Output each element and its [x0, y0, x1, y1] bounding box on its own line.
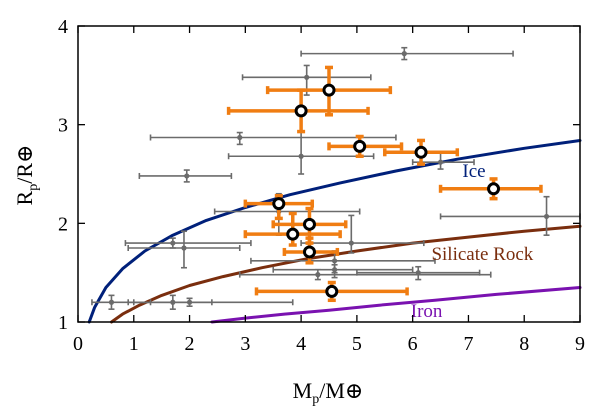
x-label-main: M: [293, 378, 313, 403]
x-axis-label: Mp/M⊕: [293, 378, 364, 407]
gray-data-point: [439, 195, 581, 236]
curve-silicate-rock: [110, 224, 582, 324]
orange-data-point: [383, 138, 460, 166]
x-tick-label: 0: [73, 333, 83, 355]
x-label-tail: /M⊕: [319, 378, 363, 403]
orange-data-point: [265, 65, 393, 117]
x-tick-label: 6: [408, 333, 418, 355]
y-axis-label: Rp/R⊕: [12, 145, 41, 206]
curve-iron: [210, 286, 582, 324]
x-tick-label: 2: [185, 333, 195, 355]
gray-data-point: [238, 268, 492, 281]
orange-data-point: [327, 134, 404, 158]
orange-data-point: [243, 211, 342, 247]
curve-label-silicate-rock: Silicate Rock: [431, 244, 533, 265]
curve-label-iron: Iron: [411, 301, 443, 322]
gray-data-point: [356, 265, 481, 281]
gray-data-point: [132, 297, 294, 308]
x-tick-label: 9: [575, 333, 585, 355]
gray-data-point: [213, 192, 361, 236]
y-tick-label: 3: [58, 115, 68, 137]
y-label-sub: p: [26, 184, 41, 191]
orange-data-point: [243, 193, 315, 221]
gray-data-point: [127, 230, 241, 269]
gray-data-point: [138, 169, 233, 183]
x-tick-label: 5: [352, 333, 362, 355]
y-tick-label: 2: [58, 213, 68, 235]
plot-frame: [77, 25, 581, 323]
x-tick-label: 7: [463, 333, 473, 355]
gray-data-point: [300, 46, 514, 61]
x-label-sub: p: [312, 392, 319, 407]
orange-data-point: [438, 177, 543, 201]
y-tick-label: 4: [58, 16, 68, 38]
curve-labels-layer: Ice Silicate Rock Iron: [411, 161, 534, 322]
orange-data-point: [226, 88, 370, 134]
orange-data-point: [254, 280, 409, 303]
x-tick-label: 3: [240, 333, 250, 355]
gray-data-point: [300, 214, 425, 254]
gray-data-point: [149, 131, 397, 146]
gray-data-point: [272, 263, 414, 279]
x-tick-label: 8: [519, 333, 529, 355]
orange-data-point: [282, 236, 340, 265]
x-tick-label: 4: [296, 333, 306, 355]
orange-points-layer: [226, 65, 543, 303]
y-label-main: R: [12, 190, 37, 205]
y-tick-label: 1: [58, 312, 68, 334]
curve-ice: [87, 139, 582, 324]
curves-layer: [87, 139, 582, 324]
y-label-tail: /R⊕: [12, 145, 37, 184]
gray-data-point: [124, 237, 252, 249]
curve-label-ice: Ice: [462, 161, 485, 182]
gray-points-layer: [91, 46, 581, 310]
x-tick-label: 1: [129, 333, 139, 355]
